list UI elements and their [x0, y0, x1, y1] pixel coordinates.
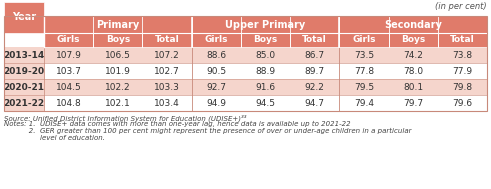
Text: Source: Unified District Information System for Education (UDISE+)³³: Source: Unified District Information Sys…	[4, 114, 246, 122]
Text: Girls: Girls	[352, 36, 376, 44]
Text: 88.6: 88.6	[206, 50, 226, 60]
Bar	[93, 33, 142, 47]
Bar	[4, 79, 487, 95]
Text: 104.8: 104.8	[56, 98, 82, 108]
Text: 92.7: 92.7	[206, 83, 226, 91]
Bar	[339, 16, 487, 33]
Text: 92.2: 92.2	[305, 83, 325, 91]
Text: 102.2: 102.2	[105, 83, 131, 91]
Bar	[241, 33, 290, 47]
Bar	[388, 33, 438, 47]
Text: 79.8: 79.8	[452, 83, 472, 91]
Text: Notes: 1.  UDISE+ data comes with more than one-year lag, hence data is availabl: Notes: 1. UDISE+ data comes with more th…	[4, 121, 351, 127]
Text: Girls: Girls	[57, 36, 81, 44]
Text: 79.7: 79.7	[403, 98, 423, 108]
Text: Boys: Boys	[253, 36, 277, 44]
Text: 2.  GER greater than 100 per cent might represent the presence of over or under-: 2. GER greater than 100 per cent might r…	[4, 128, 411, 134]
Text: Year: Year	[12, 12, 36, 22]
Text: 91.6: 91.6	[255, 83, 275, 91]
Text: 78.0: 78.0	[403, 67, 423, 75]
Text: Total: Total	[450, 36, 475, 44]
Text: 2021-22: 2021-22	[3, 98, 45, 108]
Text: 89.7: 89.7	[304, 67, 325, 75]
Text: Secondary: Secondary	[384, 19, 442, 29]
Text: 2019-20: 2019-20	[3, 67, 45, 75]
Text: 85.0: 85.0	[255, 50, 275, 60]
Text: 106.5: 106.5	[105, 50, 131, 60]
Bar	[4, 47, 487, 63]
Text: Girls: Girls	[205, 36, 228, 44]
Text: 79.5: 79.5	[354, 83, 374, 91]
Text: 73.8: 73.8	[452, 50, 472, 60]
Text: Upper Primary: Upper Primary	[225, 19, 305, 29]
Text: 79.4: 79.4	[354, 98, 374, 108]
Text: 90.5: 90.5	[206, 67, 226, 75]
Text: 103.7: 103.7	[55, 67, 82, 75]
Bar	[4, 2, 44, 33]
Text: 103.3: 103.3	[154, 83, 180, 91]
Text: 80.1: 80.1	[403, 83, 423, 91]
Text: 86.7: 86.7	[304, 50, 325, 60]
Text: 94.5: 94.5	[255, 98, 275, 108]
Bar	[4, 63, 44, 79]
Text: 94.7: 94.7	[305, 98, 325, 108]
Text: 74.2: 74.2	[403, 50, 423, 60]
Bar	[4, 16, 487, 111]
Text: 102.7: 102.7	[154, 67, 180, 75]
Text: 107.2: 107.2	[154, 50, 180, 60]
Bar	[4, 47, 44, 63]
Bar	[4, 95, 487, 111]
Text: 79.6: 79.6	[452, 98, 472, 108]
Text: Primary: Primary	[96, 19, 139, 29]
Bar	[191, 33, 241, 47]
Text: 2013-14: 2013-14	[3, 50, 45, 60]
Text: (in per cent): (in per cent)	[436, 2, 487, 11]
Text: 104.5: 104.5	[56, 83, 82, 91]
Text: level of education.: level of education.	[4, 135, 105, 141]
Text: 102.1: 102.1	[105, 98, 131, 108]
Bar	[339, 33, 388, 47]
Text: 103.4: 103.4	[154, 98, 180, 108]
Bar	[142, 33, 191, 47]
Bar	[4, 63, 487, 79]
Bar	[4, 95, 44, 111]
Text: 101.9: 101.9	[105, 67, 131, 75]
Text: 77.9: 77.9	[452, 67, 472, 75]
Bar	[290, 33, 339, 47]
Text: 107.9: 107.9	[55, 50, 82, 60]
Bar	[4, 79, 44, 95]
Text: 2020-21: 2020-21	[3, 83, 45, 91]
Text: 94.9: 94.9	[206, 98, 226, 108]
Text: Boys: Boys	[106, 36, 130, 44]
Text: Boys: Boys	[401, 36, 425, 44]
Text: Total: Total	[155, 36, 179, 44]
Bar	[44, 16, 191, 33]
Bar	[438, 33, 487, 47]
Text: 77.8: 77.8	[354, 67, 374, 75]
Bar	[44, 33, 93, 47]
Text: 88.9: 88.9	[255, 67, 275, 75]
Text: Total: Total	[302, 36, 327, 44]
Text: 73.5: 73.5	[354, 50, 374, 60]
Bar	[191, 16, 339, 33]
